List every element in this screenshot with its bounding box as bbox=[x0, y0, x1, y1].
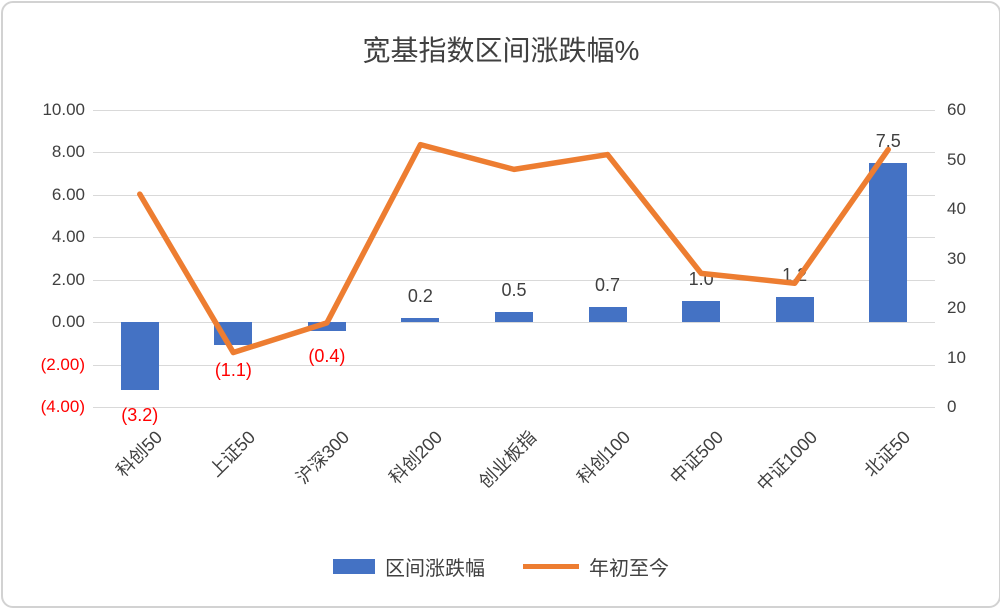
gridline bbox=[93, 407, 935, 408]
legend-item: 年初至今 bbox=[523, 552, 669, 581]
bar bbox=[120, 322, 159, 391]
legend-line-swatch bbox=[523, 564, 579, 569]
bar bbox=[682, 300, 721, 323]
right-axis-label: 20 bbox=[947, 298, 966, 317]
x-axis-label: 中证500 bbox=[666, 427, 728, 488]
left-axis-label: 8.00 bbox=[51, 142, 85, 162]
bar-data-label: 7.5 bbox=[875, 131, 901, 152]
left-axis-label: 0.00 bbox=[51, 312, 85, 332]
x-axis-label: 科创200 bbox=[385, 427, 447, 488]
left-axis-label: 2.00 bbox=[51, 269, 85, 289]
x-axis-label: 沪深300 bbox=[292, 427, 354, 488]
bar-data-label: 0.5 bbox=[501, 279, 527, 300]
x-axis-label: 创业板指 bbox=[475, 427, 541, 493]
bar bbox=[869, 163, 908, 323]
x-axis-label: 北证50 bbox=[860, 427, 915, 481]
legend-label: 区间涨跌幅 bbox=[385, 558, 485, 580]
line-series bbox=[137, 141, 891, 356]
left-axis-label: (4.00) bbox=[40, 397, 85, 416]
x-axis-label: 科创50 bbox=[112, 427, 166, 481]
bar-data-label: (0.4) bbox=[308, 345, 346, 366]
legend-item: 区间涨跌幅 bbox=[333, 552, 485, 581]
bar-data-label: (3.2) bbox=[121, 405, 159, 426]
bar bbox=[495, 311, 533, 323]
bar bbox=[307, 322, 346, 331]
x-axis-label: 上证50 bbox=[205, 427, 260, 481]
gridline bbox=[93, 194, 935, 196]
gridline bbox=[93, 322, 935, 324]
bar bbox=[401, 317, 440, 323]
right-axis-label: 40 bbox=[947, 199, 966, 218]
left-axis-label: 10.00 bbox=[42, 100, 85, 119]
left-axis-label: 4.00 bbox=[51, 227, 85, 247]
gridline bbox=[93, 152, 935, 154]
x-axis-label: 科创100 bbox=[572, 427, 634, 488]
right-axis-label: 50 bbox=[947, 149, 966, 169]
gridline bbox=[93, 279, 935, 281]
right-axis-label: 0 bbox=[947, 397, 957, 416]
left-axis-label: (2.00) bbox=[40, 354, 85, 374]
gridline bbox=[93, 237, 935, 239]
x-axis-label: 中证1000 bbox=[752, 427, 821, 495]
plot-area: 10.00 8.00 6.00 4.00 2.00 0.00 (2.00) (4.00) 60 5… bbox=[3, 3, 999, 606]
right-axis-label: 30 bbox=[947, 248, 966, 268]
bar-data-label: 0.7 bbox=[595, 275, 621, 296]
legend-label: 年初至今 bbox=[589, 558, 669, 580]
bar-data-label: 0.2 bbox=[407, 285, 433, 306]
gridline bbox=[93, 110, 935, 111]
bar bbox=[775, 296, 814, 323]
bar-data-label: (1.1) bbox=[214, 360, 252, 381]
legend-bar-swatch bbox=[333, 559, 375, 574]
right-axis-label: 10 bbox=[947, 347, 966, 367]
left-axis-label: 6.00 bbox=[51, 184, 85, 204]
chart-title: 宽基指数区间涨跌幅% bbox=[362, 35, 640, 66]
legend: 区间涨跌幅 年初至今 bbox=[3, 552, 999, 581]
right-axis-label: 60 bbox=[947, 100, 966, 119]
gridline bbox=[93, 364, 935, 366]
bar bbox=[588, 307, 627, 323]
